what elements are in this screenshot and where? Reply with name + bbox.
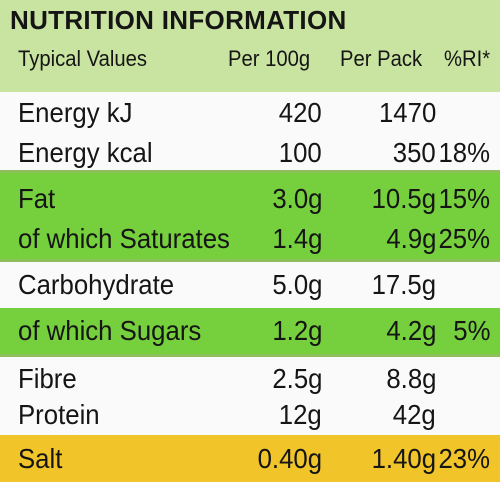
- row-per-pack: 8.8g: [385, 363, 436, 394]
- row-name: of which Saturates: [18, 223, 230, 254]
- table-row: Fibre 2.5g 8.8g: [0, 358, 500, 400]
- column-header-per-100g: Per 100g: [228, 46, 311, 71]
- divider: [0, 259, 500, 262]
- row-per-100g: 0.40g: [257, 443, 322, 474]
- row-name: Carbohydrate: [18, 269, 175, 300]
- row-per-pack: 1.40g: [371, 443, 436, 474]
- table-row: Carbohydrate 5.0g 17.5g: [0, 264, 500, 306]
- carbohydrate-band: [0, 262, 500, 308]
- divider: [0, 354, 500, 357]
- row-per-100g: 100: [279, 137, 322, 168]
- row-per-pack: 42g: [393, 399, 436, 430]
- table-row: Protein 12g 42g: [0, 394, 500, 436]
- row-per-pack: 350: [393, 137, 436, 168]
- row-per-pack: 10.5g: [371, 183, 436, 214]
- title-band: NUTRITION INFORMATION Typical Values Per…: [0, 0, 500, 92]
- row-ri: 23%: [438, 443, 490, 474]
- row-per-pack: 1470: [378, 97, 436, 128]
- row-per-100g: 1.2g: [271, 315, 322, 346]
- row-per-pack: 4.9g: [385, 223, 436, 254]
- row-ri: 5%: [452, 315, 490, 346]
- table-row: Salt 0.40g 1.40g 23%: [0, 438, 500, 480]
- column-header-row: Typical Values Per 100g Per Pack %RI*: [0, 42, 500, 82]
- fat-band: [0, 173, 500, 261]
- column-header-typical-values: Typical Values: [18, 46, 148, 71]
- row-per-pack: 4.2g: [385, 315, 436, 346]
- column-header-per-pack: Per Pack: [340, 46, 423, 71]
- row-name: Fibre: [18, 363, 77, 394]
- table-row: of which Sugars 1.2g 4.2g 5%: [0, 310, 500, 352]
- row-ri: 15%: [438, 183, 490, 214]
- row-per-100g: 1.4g: [271, 223, 322, 254]
- table-row: Energy kcal 100 350 18%: [0, 132, 500, 174]
- salt-band: [0, 435, 500, 482]
- energy-band: [0, 92, 500, 172]
- row-name: Protein: [18, 399, 100, 430]
- row-name: Fat: [18, 183, 56, 214]
- row-name: Energy kcal: [18, 137, 153, 168]
- table-row: Energy kJ 420 1470: [0, 92, 500, 134]
- label-title: NUTRITION INFORMATION: [10, 5, 347, 35]
- row-ri: 18%: [438, 137, 490, 168]
- row-ri: 25%: [438, 223, 490, 254]
- divider: [0, 170, 500, 173]
- row-per-pack: 17.5g: [371, 269, 436, 300]
- row-per-100g: 3.0g: [271, 183, 322, 214]
- table-row: Fat 3.0g 10.5g 15%: [0, 178, 500, 220]
- table-row: of which Saturates 1.4g 4.9g 25%: [0, 218, 500, 260]
- row-per-100g: 5.0g: [271, 269, 322, 300]
- row-name: Energy kJ: [18, 97, 133, 128]
- sugars-band: [0, 308, 500, 356]
- row-per-100g: 12g: [279, 399, 322, 430]
- fibre-protein-band: [0, 357, 500, 435]
- row-name: Salt: [18, 443, 63, 474]
- row-per-100g: 420: [279, 97, 322, 128]
- row-name: of which Sugars: [18, 315, 202, 346]
- row-per-100g: 2.5g: [271, 363, 322, 394]
- column-header-ri: %RI*: [444, 46, 491, 71]
